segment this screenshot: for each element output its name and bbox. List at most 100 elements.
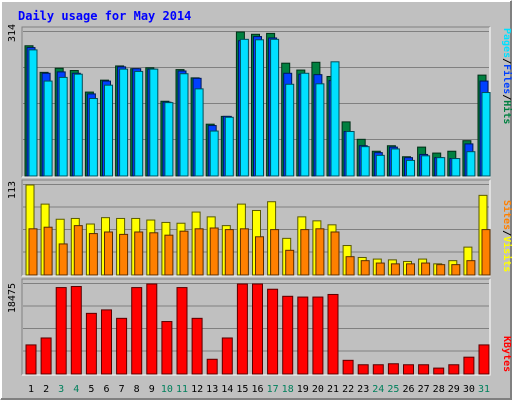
bar-sites-day-18 <box>285 249 295 276</box>
bar-kbytes-day-21 <box>327 293 339 375</box>
bar-kbytes-day-18 <box>282 295 294 375</box>
bar-kbytes-day-10 <box>161 321 173 375</box>
bar-kbytes-day-16 <box>252 283 263 375</box>
bar-pages-day-1 <box>28 49 38 177</box>
x-axis-day-labels: 1 2 3 4 5 6 7 8 9 10 11 12 13 14 15 16 17 18 19 20 21 22 23 24 2… <box>28 384 490 395</box>
bar-kbytes-day-2 <box>40 337 52 375</box>
chart-title: Daily usage for May 2014 <box>18 9 191 23</box>
x-tick-label: 27 <box>418 384 430 395</box>
bar-pages-day-2 <box>43 80 53 177</box>
bar-pages-day-5 <box>88 97 98 177</box>
bar-sites-day-26 <box>406 263 415 276</box>
x-tick-label: 29 <box>448 384 460 395</box>
bar-pages-day-9 <box>149 68 159 177</box>
bar-pages-day-21 <box>330 61 340 177</box>
bar-pages-day-3 <box>58 76 68 177</box>
bar-kbytes-day-5 <box>85 312 97 375</box>
x-tick-label: 14 <box>221 384 233 395</box>
bar-pages-day-7 <box>119 68 129 177</box>
bar-sites-day-11 <box>179 230 189 276</box>
bar-kbytes-day-26 <box>403 364 414 375</box>
bar-sites-day-15 <box>239 228 249 276</box>
bar-kbytes-day-19 <box>297 296 309 375</box>
bar-kbytes-day-23 <box>357 364 369 375</box>
bar-pages-day-6 <box>104 84 113 177</box>
panel-3-border-highlight <box>22 279 491 376</box>
bar-pages-day-30 <box>466 151 476 177</box>
bar-kbytes-day-20 <box>312 296 324 375</box>
bar-sites-day-9 <box>149 232 159 276</box>
bar-sites-day-23 <box>360 260 370 276</box>
bar-sites-day-5 <box>88 233 98 276</box>
bar-sites-day-20 <box>315 228 325 276</box>
bar-pages-day-11 <box>179 73 189 177</box>
x-tick-label: 11 <box>176 384 188 395</box>
bar-pages-day-22 <box>345 131 355 177</box>
x-tick-label: 10 <box>161 384 173 395</box>
panel-1-ymax-label: 314 <box>7 24 18 42</box>
bar-pages-day-27 <box>421 155 431 177</box>
x-tick-label: 6 <box>103 384 109 395</box>
x-tick-label: 8 <box>134 384 140 395</box>
x-tick-label: 12 <box>191 384 203 395</box>
bar-kbytes-day-12 <box>191 317 203 375</box>
bar-kbytes-day-13 <box>206 358 218 375</box>
bar-sites-day-30 <box>466 260 476 276</box>
bar-kbytes-day-4 <box>70 286 82 375</box>
bar-sites-day-17 <box>270 229 280 276</box>
bar-sites-day-21 <box>330 231 340 276</box>
x-tick-label: 30 <box>463 384 475 395</box>
panel-2-border-highlight <box>22 180 491 277</box>
bar-sites-day-22 <box>345 256 355 276</box>
legend-kbytes: KBytes <box>501 336 512 372</box>
panel-1-border-highlight <box>22 27 491 178</box>
bar-kbytes-day-15 <box>236 283 248 375</box>
panel-1-bars <box>24 31 491 177</box>
x-tick-label: 4 <box>73 384 79 395</box>
x-tick-label: 5 <box>88 384 94 395</box>
bar-pages-day-17 <box>270 38 280 177</box>
bar-pages-day-14 <box>224 116 234 177</box>
x-tick-label: 20 <box>312 384 324 395</box>
bar-sites-day-1 <box>28 228 38 276</box>
bar-pages-day-24 <box>375 154 385 177</box>
bar-sites-day-28 <box>436 264 446 276</box>
x-tick-label: 3 <box>58 384 64 395</box>
bar-kbytes-day-8 <box>131 287 143 375</box>
bar-sites-day-8 <box>134 231 144 276</box>
x-tick-label: 28 <box>433 384 445 395</box>
bar-sites-day-19 <box>300 229 310 276</box>
bar-pages-day-28 <box>436 157 446 177</box>
bar-pages-day-23 <box>360 146 370 177</box>
bar-kbytes-day-6 <box>101 309 112 375</box>
bar-pages-day-15 <box>239 38 249 177</box>
x-tick-label: 16 <box>251 384 263 395</box>
x-tick-label: 23 <box>357 384 369 395</box>
legend-visits: Visits <box>501 236 512 272</box>
bar-pages-day-31 <box>481 92 491 177</box>
bar-pages-day-19 <box>300 72 310 177</box>
bar-kbytes-day-22 <box>342 359 354 375</box>
bar-pages-day-18 <box>285 83 295 177</box>
x-tick-label: 22 <box>342 384 354 395</box>
bar-pages-day-25 <box>390 148 400 177</box>
bar-pages-day-4 <box>73 73 83 177</box>
panel-3-bars <box>25 283 490 375</box>
x-tick-label: 24 <box>372 384 384 395</box>
bar-kbytes-day-29 <box>448 364 460 375</box>
panel-1-legend: Pages/Files/Hits <box>501 28 512 124</box>
panel-2-legend: Sites/Visits <box>501 200 512 272</box>
bar-sites-day-29 <box>451 264 461 276</box>
bar-sites-day-4 <box>73 225 83 276</box>
bar-kbytes-day-17 <box>267 288 279 375</box>
legend-pages: Pages <box>501 28 512 58</box>
bar-kbytes-day-3 <box>55 287 67 375</box>
panel-3-ymax-label: 18475 <box>7 283 18 313</box>
legend-separator: / <box>501 94 512 100</box>
x-tick-label: 25 <box>387 384 399 395</box>
bar-sites-day-27 <box>421 262 431 276</box>
bar-pages-day-20 <box>315 83 325 177</box>
bar-pages-day-29 <box>451 158 461 177</box>
x-tick-label: 1 <box>28 384 34 395</box>
